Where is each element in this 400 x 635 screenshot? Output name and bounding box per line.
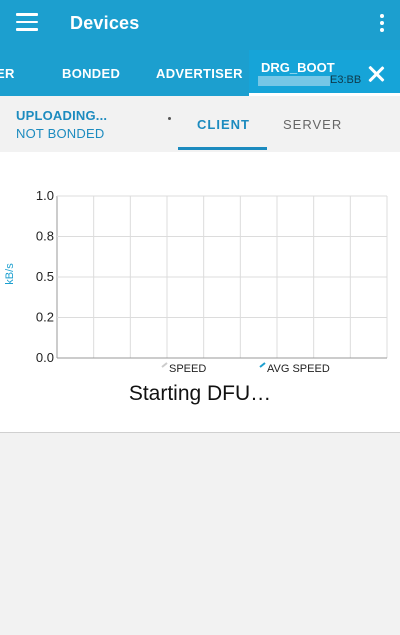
- y-tick-label: 0.0: [36, 350, 54, 365]
- y-tick-label: 1.0: [36, 188, 54, 203]
- separator-dot: [168, 117, 171, 120]
- client-tab-indicator: [178, 147, 267, 150]
- speed-chart: 1.0 0.8 0.5 0.2 0.0 kB/s SPEED AVG SPEED: [4, 188, 388, 375]
- dfu-status-text: Starting DFU…: [128, 382, 272, 405]
- connection-bar: UPLOADING... NOT BONDED CLIENT SERVER: [0, 96, 400, 153]
- y-tick-label: 0.2: [36, 310, 54, 325]
- menu-icon[interactable]: [16, 13, 38, 33]
- active-tab-indicator: [249, 93, 400, 96]
- dfu-card: 1.0 0.8 0.5 0.2 0.0 kB/s SPEED AVG SPEED Star…: [0, 152, 400, 433]
- tab-advertiser[interactable]: ADVERTISER: [156, 66, 243, 81]
- y-axis-label: kB/s: [4, 263, 16, 285]
- app-bar: Devices: [0, 0, 400, 46]
- tab-device-address: E3:BB: [330, 74, 362, 86]
- tab-client[interactable]: CLIENT: [197, 117, 250, 132]
- legend-marker: [161, 362, 168, 368]
- redacted-address: [258, 76, 330, 86]
- device-tab-bar: ER BONDED ADVERTISER DRG_BOOT E3:BB: [0, 46, 400, 96]
- connection-state: UPLOADING...: [16, 108, 108, 123]
- tab-bonded[interactable]: BONDED: [62, 66, 121, 81]
- chart-grid: [56, 195, 388, 359]
- y-axis-ticks: 1.0 0.8 0.5 0.2 0.0: [36, 188, 54, 365]
- app-title: Devices: [70, 13, 140, 33]
- chart-legend: SPEED AVG SPEED: [161, 362, 330, 375]
- more-vert-icon[interactable]: [380, 14, 384, 32]
- y-tick-label: 0.8: [36, 229, 54, 244]
- tab-scanner[interactable]: ER: [0, 66, 15, 81]
- tab-device-name: DRG_BOOT: [261, 60, 335, 75]
- legend-label: SPEED: [169, 363, 206, 375]
- legend-marker: [259, 362, 266, 368]
- close-icon[interactable]: [366, 64, 386, 84]
- legend-label: AVG SPEED: [267, 363, 330, 375]
- bond-state: NOT BONDED: [16, 126, 105, 141]
- tab-server[interactable]: SERVER: [283, 117, 343, 132]
- y-tick-label: 0.5: [36, 269, 54, 284]
